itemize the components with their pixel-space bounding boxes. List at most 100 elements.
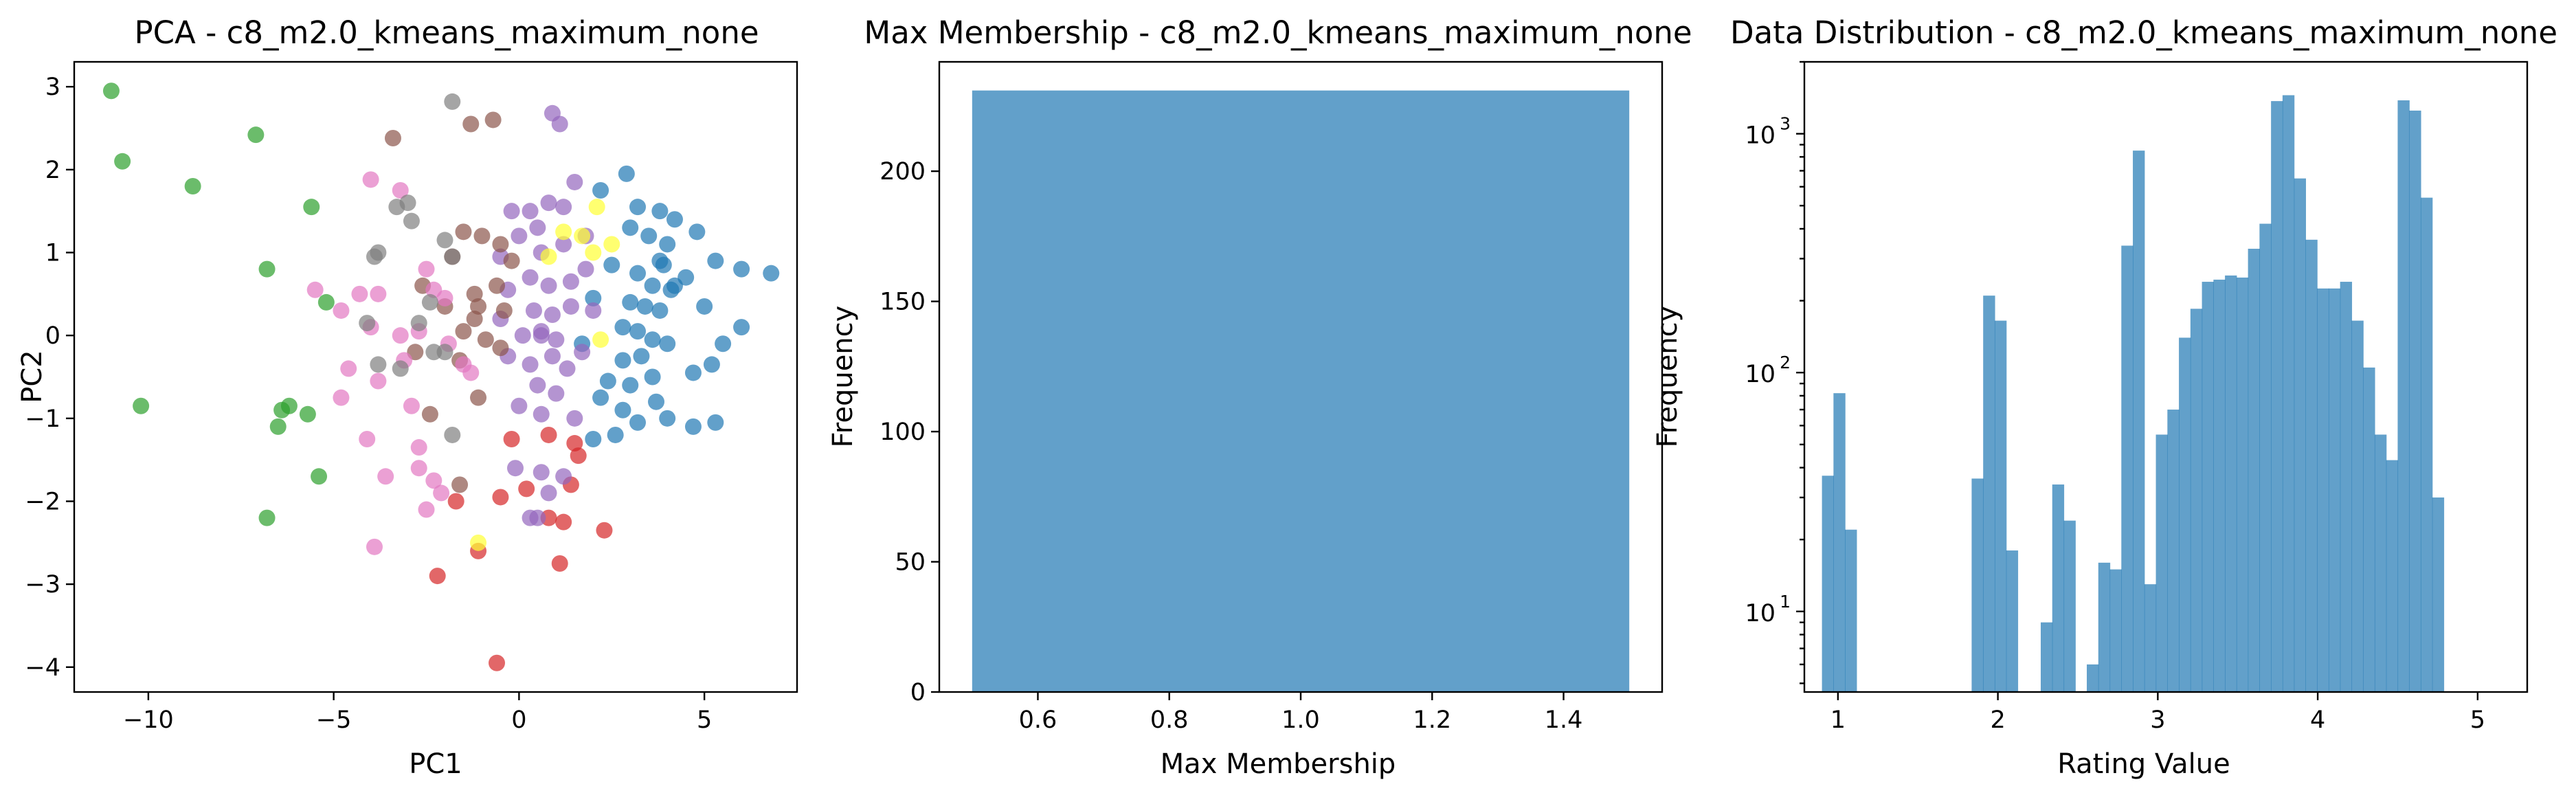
pca-point [551, 115, 568, 133]
pca-point [455, 223, 472, 241]
pca-x-tick-label: −10 [123, 706, 174, 734]
pca-point [592, 389, 609, 406]
pca-point [351, 285, 368, 302]
pca-y-tick-label: 3 [45, 74, 60, 101]
distribution-bar [2098, 562, 2111, 692]
distribution-x-tick-label: 4 [2310, 706, 2325, 734]
pca-point [574, 344, 591, 361]
pca-point [647, 393, 664, 410]
pca-point [533, 405, 550, 423]
pca-point [258, 509, 276, 526]
pca-point [473, 227, 491, 245]
pca-point [377, 468, 394, 485]
pca-y-tick-label: −3 [25, 571, 60, 599]
pca-point [436, 289, 453, 306]
pca-point [544, 348, 561, 365]
pca-x-ticks: −10 −5 0 5 [123, 692, 712, 734]
distribution-bar [2202, 282, 2214, 693]
pca-point [184, 177, 201, 194]
pca-point [477, 331, 494, 348]
distribution-bar [2386, 460, 2399, 692]
pca-point [317, 293, 335, 311]
pca-point [603, 256, 620, 273]
membership-x-tick-label: 1.0 [1281, 706, 1320, 734]
distribution-bar [1845, 529, 1857, 692]
pca-plot-frame [73, 60, 798, 693]
pca-point [359, 315, 376, 332]
pca-point [614, 319, 631, 336]
pca-point [370, 356, 387, 373]
pca-point [466, 311, 483, 328]
pca-point [540, 426, 557, 443]
pca-point [555, 468, 572, 485]
pca-point [644, 331, 661, 348]
pca-point [733, 319, 750, 336]
pca-point [533, 464, 550, 481]
distribution-y-tick-label: 10 [1745, 122, 1776, 150]
pca-point [540, 194, 557, 212]
pca-point [492, 236, 509, 253]
pca-point [511, 397, 528, 414]
pca-point [555, 236, 572, 253]
membership-x-ticks: 0.6 0.8 1.0 1.2 1.4 [1019, 692, 1582, 734]
pca-point [666, 277, 683, 294]
pca-point [362, 171, 379, 188]
pca-point [311, 468, 328, 485]
distribution-bar [2305, 239, 2318, 692]
distribution-bar [2409, 110, 2421, 692]
distribution-bar [2271, 101, 2283, 693]
distribution-histogram-panel: Data Distribution - c8_m2.0_kmeans_maxim… [1652, 14, 2557, 780]
distribution-bar [2063, 520, 2076, 692]
pca-point [566, 173, 583, 190]
distribution-y-tick-exponent: 2 [1780, 353, 1791, 372]
pca-y-tick-label: −4 [25, 654, 60, 682]
pca-point [503, 203, 520, 220]
distribution-x-tick-label: 3 [2150, 706, 2165, 734]
membership-y-tick-label: 200 [880, 158, 926, 186]
pca-point [455, 323, 472, 340]
pca-point [566, 435, 583, 452]
distribution-bar [2040, 622, 2053, 692]
pca-point [418, 260, 435, 278]
pca-point [540, 248, 557, 265]
pca-point [269, 418, 287, 435]
pca-point [462, 115, 480, 133]
pca-point [514, 327, 531, 344]
membership-y-tick-label: 0 [910, 679, 926, 706]
distribution-bars-group [1822, 95, 2445, 693]
pca-point [370, 372, 387, 390]
pca-x-tick-label: 5 [697, 706, 712, 734]
pca-point [696, 298, 713, 315]
pca-point [495, 302, 513, 319]
pca-point [585, 289, 602, 306]
distribution-x-axis-label: Rating Value [2057, 748, 2230, 780]
pca-point [333, 302, 350, 319]
pca-point [303, 199, 320, 216]
distribution-bar [1822, 476, 1834, 692]
pca-point [370, 285, 387, 302]
distribution-y-tick-label: 10 [1745, 361, 1776, 388]
membership-y-tick-label: 150 [880, 289, 926, 316]
pca-point [629, 265, 647, 282]
pca-point [570, 447, 587, 465]
pca-point [522, 509, 539, 526]
pca-point [470, 298, 487, 315]
pca-point [715, 335, 732, 353]
pca-point [333, 389, 350, 406]
distribution-bar [2144, 584, 2157, 692]
distribution-bar [2109, 569, 2122, 692]
pca-point [644, 368, 661, 386]
pca-y-tick-label: 1 [45, 240, 60, 267]
pca-point [585, 244, 602, 261]
pca-point [384, 130, 401, 147]
distribution-bar [2052, 484, 2065, 692]
distribution-bar [2432, 497, 2445, 692]
pca-point [392, 360, 409, 377]
distribution-plot-frame [1803, 60, 2529, 693]
pca-point [484, 111, 502, 129]
pca-point [596, 522, 613, 539]
distribution-bar [2133, 150, 2145, 692]
membership-y-axis-label: Frequency [827, 306, 859, 448]
pca-point [566, 410, 583, 427]
